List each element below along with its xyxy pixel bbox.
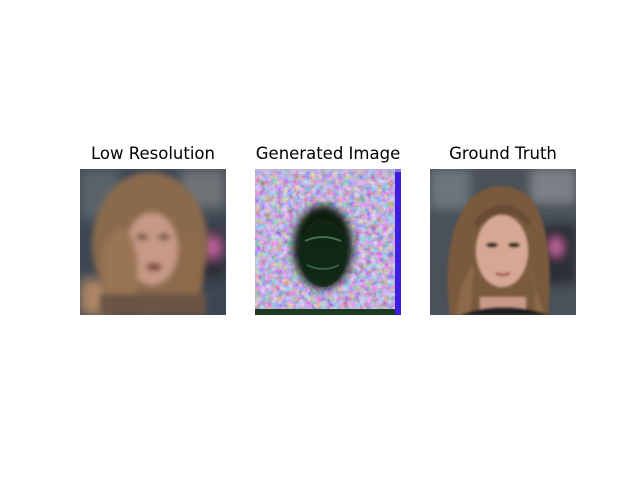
ground-truth-title: Ground Truth xyxy=(390,143,616,165)
low-resolution-image xyxy=(80,169,226,315)
ground-truth-image xyxy=(430,169,576,315)
generated-image xyxy=(255,169,401,315)
